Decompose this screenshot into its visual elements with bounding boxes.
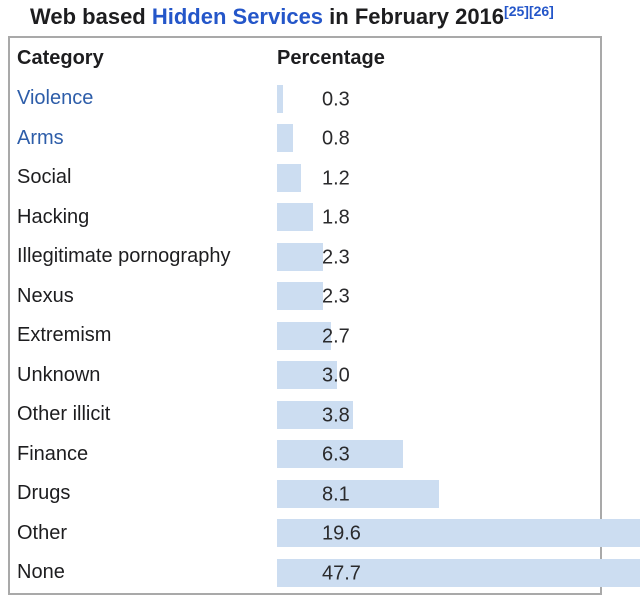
title-text-suffix: in February 2016 bbox=[323, 4, 505, 29]
percentage-bar bbox=[277, 558, 640, 587]
percentage-cell: 2.3 bbox=[277, 237, 600, 277]
percentage-cell: 47.7 bbox=[277, 553, 640, 593]
percentage-cell: 1.8 bbox=[277, 198, 600, 238]
percentage-value: 8.1 bbox=[322, 483, 350, 506]
percentage-value: 2.3 bbox=[322, 246, 350, 269]
percentage-value: 2.7 bbox=[322, 325, 350, 348]
percentage-cell: 0.3 bbox=[277, 79, 600, 119]
table-row: Hacking 1.8 bbox=[10, 198, 600, 238]
percentage-value: 3.8 bbox=[322, 404, 350, 427]
reference-link-25[interactable]: [25] bbox=[504, 3, 529, 19]
table-row: Arms 0.8 bbox=[10, 119, 600, 159]
percentage-bar bbox=[277, 282, 323, 310]
percentage-value: 2.3 bbox=[322, 285, 350, 308]
percentage-cell: 8.1 bbox=[277, 474, 600, 514]
table-row: Finance 6.3 bbox=[10, 435, 600, 475]
column-header-percentage: Percentage bbox=[277, 47, 385, 69]
percentage-value: 1.8 bbox=[322, 206, 350, 229]
percentage-cell: 6.3 bbox=[277, 435, 600, 475]
category-label: Finance bbox=[17, 442, 89, 465]
table-row: Other illicit 3.8 bbox=[10, 395, 600, 435]
percentage-bar bbox=[277, 242, 323, 271]
category-label: Illegitimate pornography bbox=[17, 245, 231, 268]
category-label: Extremism bbox=[17, 324, 112, 347]
percentage-value: 19.6 bbox=[322, 522, 361, 545]
percentage-value: 6.3 bbox=[322, 443, 350, 466]
percentage-bar bbox=[277, 361, 337, 389]
reference-link-26[interactable]: [26] bbox=[528, 3, 554, 19]
percentage-value: 0.8 bbox=[322, 127, 350, 150]
percentage-bar bbox=[277, 440, 403, 468]
percentage-value: 3.0 bbox=[322, 364, 350, 387]
category-label: Hacking bbox=[17, 205, 90, 228]
percentage-cell: 1.2 bbox=[277, 158, 600, 198]
percentage-bar bbox=[277, 203, 313, 231]
percentage-cell: 0.8 bbox=[277, 119, 600, 159]
category-label: Other illicit bbox=[17, 403, 111, 426]
percentage-bar bbox=[277, 479, 439, 508]
percentage-bar bbox=[277, 400, 353, 429]
percentage-cell: 3.0 bbox=[277, 356, 600, 396]
category-label: Other bbox=[17, 521, 68, 544]
table-header-row: Category Percentage bbox=[10, 38, 600, 79]
percentage-bar bbox=[277, 519, 640, 547]
category-label: Nexus bbox=[17, 284, 74, 307]
table-body: Violence 0.3 Arms 0.8 Social 1.2 Hacking 1.8 Ill… bbox=[10, 79, 640, 593]
percentage-bar bbox=[277, 163, 301, 192]
category-label: Drugs bbox=[17, 482, 71, 505]
table-row: Social 1.2 bbox=[10, 158, 600, 198]
percentage-value: 0.3 bbox=[322, 88, 350, 111]
percentage-cell: 2.3 bbox=[277, 277, 600, 317]
percentage-cell: 3.8 bbox=[277, 395, 600, 435]
table-row: Other 19.6 bbox=[10, 514, 640, 554]
hidden-services-table: Category Percentage Violence 0.3 Arms 0.8 So… bbox=[8, 36, 640, 595]
table-row: Illegitimate pornography 2.3 bbox=[10, 237, 600, 277]
category-label: Social bbox=[17, 166, 72, 189]
title-link-hidden-services[interactable]: Hidden Services bbox=[151, 4, 324, 29]
percentage-bar bbox=[277, 321, 331, 350]
table-row: Violence 0.3 bbox=[10, 79, 600, 119]
percentage-bar bbox=[277, 84, 283, 113]
percentage-cell: 2.7 bbox=[277, 316, 600, 356]
category-label: Unknown bbox=[17, 363, 101, 386]
table-row: Nexus 2.3 bbox=[10, 277, 600, 317]
table-row: Unknown 3.0 bbox=[10, 356, 600, 396]
column-header-category: Category bbox=[17, 47, 104, 69]
percentage-value: 1.2 bbox=[322, 167, 350, 190]
table-row: Extremism 2.7 bbox=[10, 316, 600, 356]
chart-title: Web based Hidden Services in February 20… bbox=[30, 2, 554, 32]
table-row: None 47.7 bbox=[10, 553, 640, 593]
category-link[interactable]: Arms bbox=[17, 126, 64, 149]
title-text-prefix: Web based bbox=[30, 4, 152, 29]
percentage-bar bbox=[277, 124, 293, 152]
table-row: Drugs 8.1 bbox=[10, 474, 600, 514]
percentage-cell: 19.6 bbox=[277, 514, 640, 554]
percentage-value: 47.7 bbox=[322, 562, 361, 585]
category-label: None bbox=[17, 561, 65, 584]
title-references: [25][26] bbox=[504, 3, 554, 19]
category-link[interactable]: Violence bbox=[17, 87, 94, 110]
